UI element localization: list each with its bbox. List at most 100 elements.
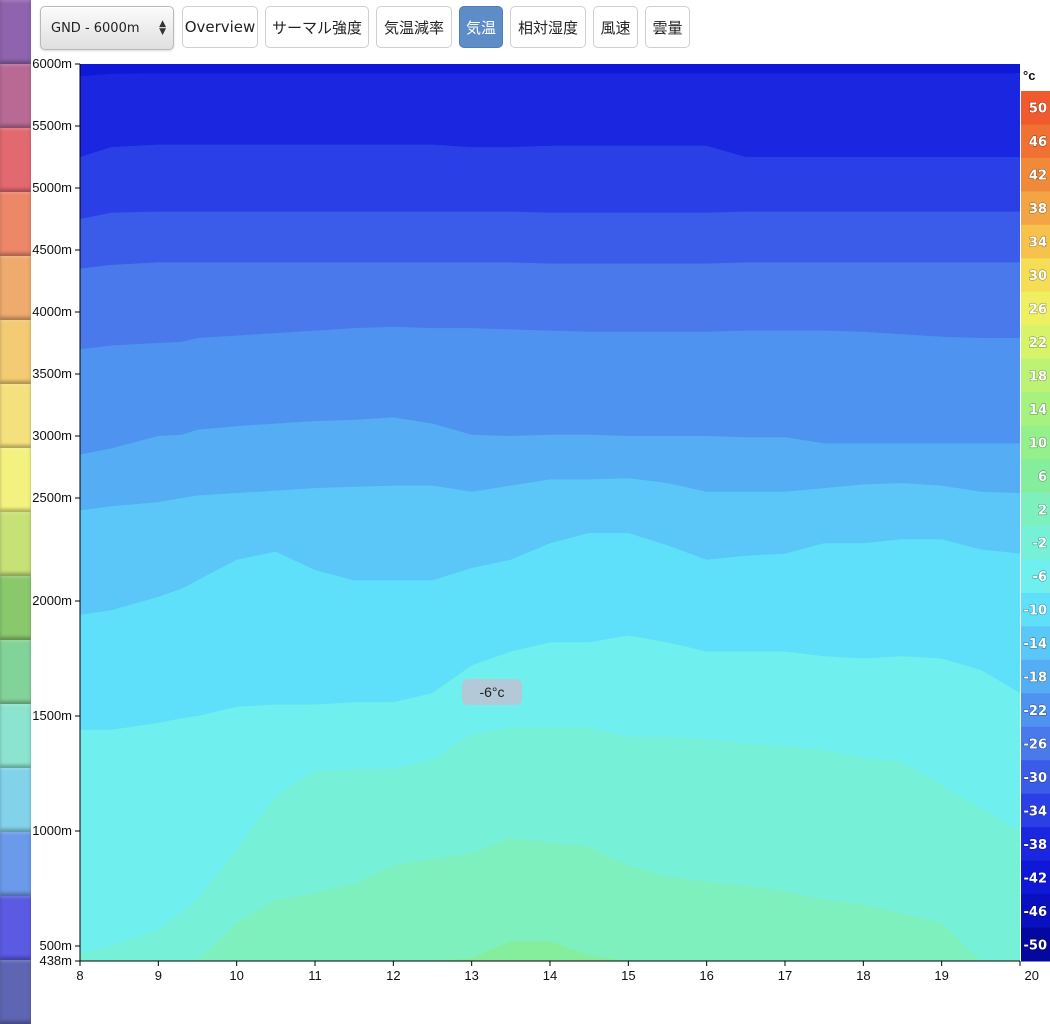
strip-segment [0,192,31,256]
tab-cloud-cover-label: 雲量 [652,18,683,37]
tab-lapse-rate-label: 気温減率 [383,18,444,37]
x-tick-label: 11 [308,968,322,983]
legend-swatch [1021,793,1050,828]
legend-label: -10 [1024,604,1048,619]
legend-swatch [1021,258,1050,293]
tab-wind-speed[interactable]: 風速 [593,6,638,48]
strip-segment [0,0,31,64]
tab-wind-speed-label: 風速 [600,18,631,37]
legend-label: 46 [1029,135,1047,150]
legend-swatch [1021,659,1050,694]
legend-swatch [1021,124,1050,159]
legend-swatch [1021,693,1050,728]
y-tick-label: 2000m [32,593,72,608]
tab-overview-label: Overview [184,18,256,36]
legend-swatch [1021,726,1050,761]
x-tick-label: 14 [543,968,557,983]
y-tick-label: 2500m [32,490,72,505]
legend-label: -6 [1033,570,1047,585]
strip-segment [0,320,31,384]
strip-segment [0,768,31,832]
tab-thermal-strength-label: サーマル強度 [271,18,362,37]
strip-segment [0,576,31,640]
legend-swatch [1021,425,1050,460]
strip-segment [0,448,31,512]
altitude-range-select[interactable]: GND - 6000m ▲ ▼ [40,6,174,50]
legend-swatch [1021,559,1050,594]
temperature-legend: °c 50 46 42 38 34 30 26 22 18 14 10 6 2 -2 -6 -10 -14 -18 -… [1021,68,1050,962]
select-arrows-icon: ▲ ▼ [159,19,166,37]
legend-swatch [1021,827,1050,862]
y-tick-label: 3000m [32,428,72,443]
x-tick-label: 19 [934,968,948,983]
hover-tooltip: -6°c [462,679,522,705]
y-tick-label: 438m [39,953,72,968]
legend-label: -38 [1024,838,1048,853]
temperature-band [80,941,1020,961]
legend-label: 34 [1029,236,1047,251]
strip-segment [0,640,31,704]
legend-label: 6 [1038,470,1047,485]
tab-temperature[interactable]: 気温 [459,6,503,48]
tab-cloud-cover[interactable]: 雲量 [645,6,690,48]
plot-area[interactable] [80,64,1020,962]
legend-label: 10 [1029,436,1047,451]
legend-swatch [1021,760,1050,795]
x-tick-label: 17 [778,968,792,983]
strip-segment [0,896,31,960]
legend-swatch [1021,291,1050,326]
legend-swatch [1021,927,1050,962]
y-tick-label: 1500m [32,708,72,723]
tab-temperature-label: 気温 [465,18,496,37]
y-tick-label: 1000m [32,823,72,838]
strip-segment [0,960,31,1024]
legend-swatch [1021,526,1050,560]
strip-segment [0,832,31,896]
tab-lapse-rate[interactable]: 気温減率 [376,6,452,48]
x-tick-label: 18 [856,968,870,983]
axes: 6000m 5500m 5000m 4500m 4000m 3500m 3000m 2500m… [32,56,1039,983]
strip-segment [0,256,31,320]
legend-label: -2 [1033,537,1047,552]
legend-swatch [1021,592,1050,627]
legend-swatch [1021,191,1050,226]
legend-label: 50 [1029,102,1047,117]
legend-swatch [1021,459,1050,494]
strip-segment [0,384,31,448]
strip-segment [0,512,31,576]
legend-swatch [1021,392,1050,427]
x-tick-label: 20 [1025,968,1039,983]
strip-segment [0,64,31,128]
tab-relative-humidity-label: 相対湿度 [517,18,578,37]
x-tick-label: 10 [229,968,243,983]
legend-swatch [1021,224,1050,259]
legend-label: -26 [1024,738,1048,753]
y-tick-label: 4000m [32,304,72,319]
legend-label: 22 [1029,336,1047,351]
tab-overview[interactable]: Overview [182,6,258,48]
legend-label: -30 [1024,771,1048,786]
legend-label: -50 [1024,938,1048,953]
legend-label: 14 [1029,403,1047,418]
legend-swatch [1021,626,1050,661]
legend-swatch [1021,157,1050,192]
legend-label: 2 [1038,503,1047,518]
legend-label: 38 [1029,202,1047,217]
tab-thermal-strength[interactable]: サーマル強度 [265,6,369,48]
legend-swatch [1021,894,1050,929]
y-tick-label: 3500m [32,366,72,381]
x-tick-label: 15 [621,968,635,983]
legend-label: -14 [1024,637,1048,652]
x-tick-label: 8 [76,968,83,983]
legend-unit: °c [1023,68,1035,83]
x-tick-label: 12 [386,968,400,983]
y-tick-label: 4500m [32,242,72,257]
tab-relative-humidity[interactable]: 相対湿度 [510,6,586,48]
legend-label: 42 [1029,169,1047,184]
legend-swatch [1021,860,1050,895]
y-tick-label: 500m [39,938,72,953]
y-tick-label: 6000m [32,56,72,71]
legend-swatch [1021,492,1050,527]
legend-label: -22 [1024,704,1048,719]
